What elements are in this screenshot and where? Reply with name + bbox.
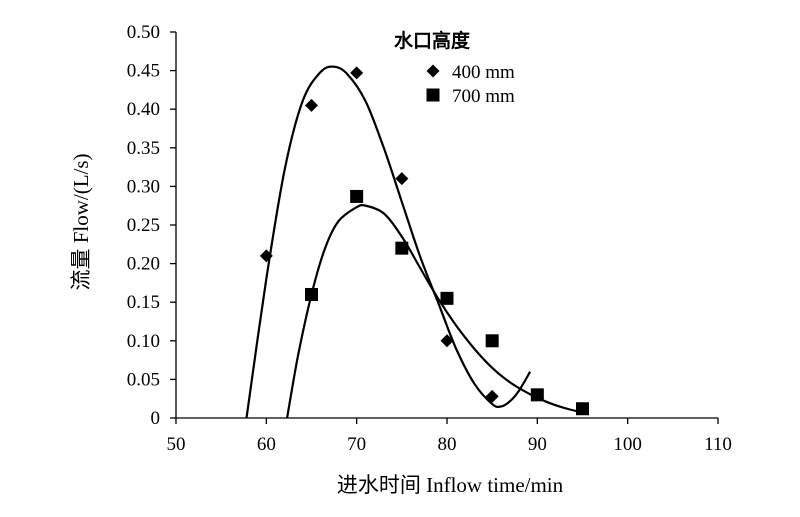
square-data-point: [530, 388, 544, 402]
y-tick-label: 0.35: [127, 138, 160, 159]
y-tick-label: 0.45: [127, 61, 160, 82]
square-data-point: [395, 241, 409, 255]
square-data-point: [440, 291, 454, 305]
diamond-data-point: [395, 172, 409, 186]
y-tick-label: 0.25: [127, 215, 160, 236]
square-data-point: [350, 189, 364, 203]
diamond-data-point: [440, 334, 454, 348]
y-tick-label: 0.40: [127, 99, 160, 120]
y-tick-label: 0.10: [127, 331, 160, 352]
trend-curve-square: [286, 203, 583, 419]
y-tick-label: 0.50: [127, 22, 160, 43]
x-tick-label: 100: [613, 434, 642, 455]
legend-label: 400 mm: [452, 62, 515, 83]
x-tick-label: 110: [704, 434, 732, 455]
square-data-point: [576, 402, 589, 416]
trend-curve-diamond: [245, 65, 532, 419]
y-tick-label: 0.15: [127, 292, 160, 313]
x-tick-label: 50: [167, 434, 186, 455]
legend-title: 水口高度: [394, 29, 471, 52]
diamond-data-point: [485, 389, 499, 403]
y-tick-label: 0: [151, 408, 161, 429]
x-tick-label: 80: [438, 434, 457, 455]
legend-marker-square: [426, 88, 440, 102]
x-tick-label: 90: [528, 434, 547, 455]
y-axis-title: 流量 Flow/(L/s): [69, 153, 93, 290]
legend-label: 700 mm: [452, 86, 515, 107]
square-data-point: [305, 287, 318, 301]
x-tick-label: 70: [347, 434, 366, 455]
y-tick-label: 0.30: [127, 176, 160, 197]
x-tick-label: 60: [257, 434, 276, 455]
legend-marker-diamond: [426, 64, 440, 78]
diamond-data-point: [259, 249, 273, 263]
square-data-point: [485, 334, 499, 348]
x-axis-title: 进水时间 Inflow time/min: [337, 473, 564, 497]
y-tick-label: 0.05: [127, 369, 160, 390]
diamond-data-point: [350, 66, 364, 80]
y-tick-label: 0.20: [127, 254, 160, 275]
diamond-data-point: [305, 98, 318, 112]
